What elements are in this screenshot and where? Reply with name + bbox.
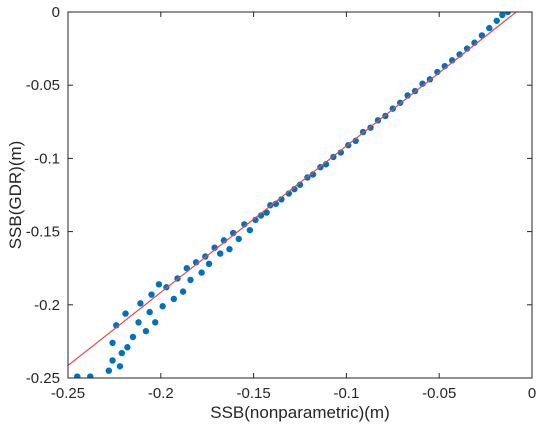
fit-line	[68, 12, 518, 367]
plot-area-frame	[67, 11, 533, 379]
scatter-point	[87, 373, 94, 378]
x-tick-label: 0	[528, 385, 536, 402]
scatter-point	[183, 265, 190, 272]
x-tick-label: -0.15	[236, 385, 270, 402]
scatter-point	[504, 12, 512, 16]
scatter-point	[205, 260, 213, 268]
scatter-point	[198, 269, 205, 276]
scatter-point	[118, 349, 126, 357]
y-axis-tick-labels: -0.25 -0.2 -0.15 -0.1 -0.05 0	[26, 4, 60, 387]
scatter-point	[263, 209, 270, 216]
x-axis-label: SSB(nonparametric)(m)	[210, 403, 390, 422]
scatter-point	[152, 319, 159, 326]
scatter-point	[135, 319, 142, 326]
fit-line-layer	[68, 12, 518, 367]
scatter-point	[216, 250, 224, 257]
y-tick-label: -0.05	[26, 77, 60, 94]
scatter-point	[105, 367, 113, 374]
scatter-point	[146, 308, 153, 316]
y-tick-label: 0	[52, 4, 60, 21]
scatter-point	[137, 300, 144, 307]
scatter-point	[148, 291, 155, 298]
scatter-point	[246, 226, 254, 234]
scatter-points	[74, 12, 512, 378]
scatter-point	[142, 327, 150, 335]
scatter-point	[116, 363, 124, 370]
scatter-point	[478, 32, 486, 39]
y-tick-label: -0.15	[26, 224, 60, 241]
scatter-point	[187, 276, 194, 284]
scatter-point	[493, 17, 500, 24]
y-tick-label: -0.25	[26, 370, 60, 387]
x-tick-label: -0.25	[51, 385, 85, 402]
scatter-point	[486, 24, 493, 32]
scatter-point	[124, 344, 131, 351]
scatter-point	[129, 333, 137, 341]
scatter-point	[74, 373, 81, 378]
scatter-point	[179, 288, 187, 295]
x-tick-label: -0.2	[148, 385, 174, 402]
x-axis-tick-labels: -0.25 -0.2 -0.15 -0.1 -0.05 0	[51, 385, 536, 402]
x-tick-label: -0.1	[333, 385, 359, 402]
scatter-point	[122, 310, 129, 317]
scatter-point	[170, 295, 177, 303]
y-axis-label: SSB(GDR)(m)	[6, 141, 25, 250]
x-tick-label: -0.05	[422, 385, 456, 402]
scatter-point	[109, 339, 116, 347]
scatter-point	[226, 245, 233, 253]
scatter-point	[235, 235, 242, 243]
scatter-point	[159, 303, 166, 310]
scatter-point	[109, 357, 116, 364]
scatter-point	[155, 281, 163, 288]
y-tick-label: -0.1	[34, 150, 60, 167]
axis-ticks	[67, 11, 533, 379]
y-tick-label: -0.2	[34, 297, 60, 314]
scatter-point	[499, 12, 506, 19]
